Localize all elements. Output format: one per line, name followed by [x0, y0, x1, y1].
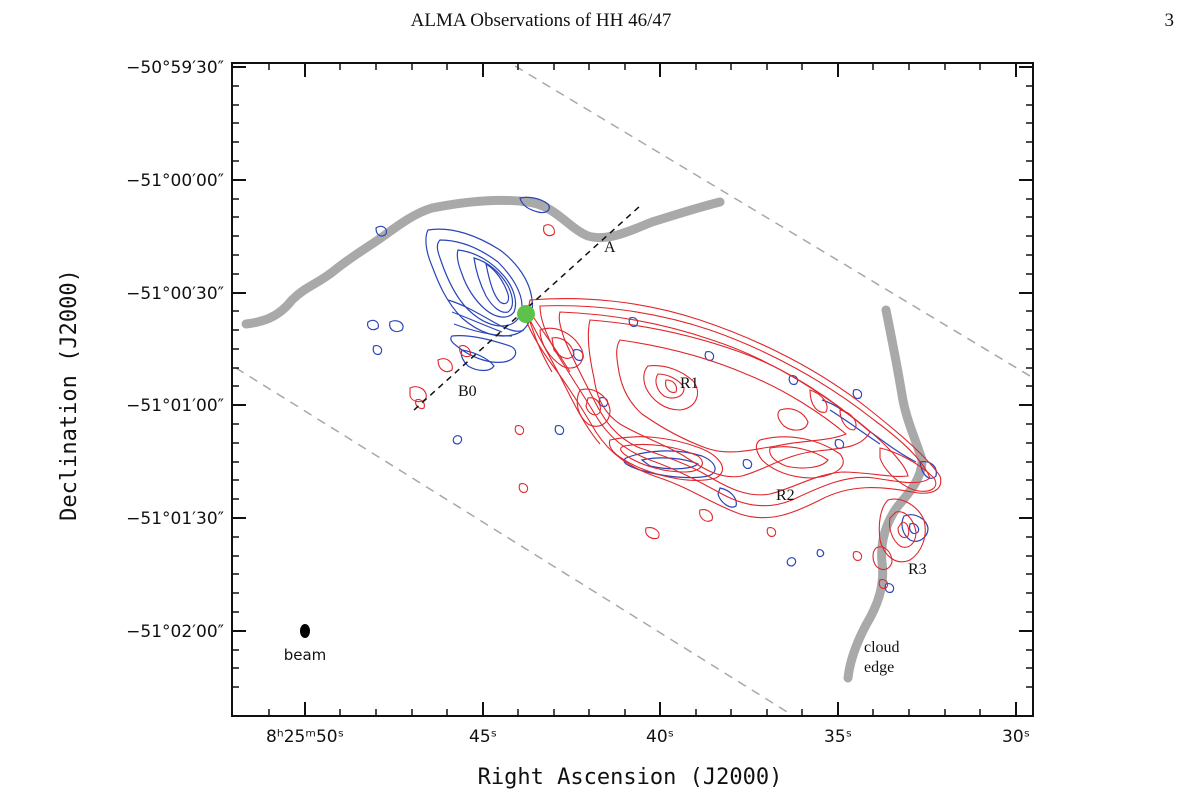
red-contour [655, 373, 685, 399]
cloud-edge-lines [241, 195, 927, 683]
blue-contour [450, 335, 517, 363]
jet-axis-line [413, 205, 641, 411]
page-header: ALMA Observations of HH 46/47 3 [0, 10, 1200, 36]
red-contour [539, 305, 931, 507]
red-contour [409, 386, 427, 410]
red-contour [809, 389, 857, 431]
blue-contour [425, 228, 533, 337]
red-contour [576, 388, 611, 427]
x-tick-label: 30ˢ [1002, 727, 1030, 747]
plot-frame [231, 62, 1034, 717]
blue-contour [372, 345, 383, 355]
label-R1: R1 [680, 375, 699, 392]
blue-contour [456, 249, 517, 318]
red-contour [665, 379, 678, 393]
label-beam: beam [284, 646, 327, 664]
blue-contour [447, 299, 525, 337]
page-number: 3 [1164, 10, 1175, 31]
red-contour [645, 527, 777, 540]
y-axis-title: Declination (J2000) [57, 269, 82, 521]
y-tick-label: −51°01′30″ [126, 509, 224, 529]
red-contour [525, 298, 942, 519]
red-contour [437, 345, 471, 373]
red-contour [514, 425, 529, 493]
dashed-boundary-lines [235, 65, 1031, 716]
blue-contour [519, 196, 550, 214]
red-contour [852, 551, 863, 561]
red-contour [558, 311, 909, 496]
y-tick-label: −51°00′30″ [126, 284, 224, 304]
label-A: A [604, 239, 616, 256]
blue-contour [834, 389, 863, 449]
blue-contour [901, 514, 929, 542]
blueshifted-contours [367, 196, 937, 593]
red-contour [616, 339, 848, 453]
beam-ellipse [300, 624, 310, 638]
axis-minor-ticks [232, 63, 1033, 716]
x-tick-labels: 8ʰ25ᵐ50ˢ 45ˢ 40ˢ 35ˢ 30ˢ [266, 727, 1030, 747]
x-tick-label: 8ʰ25ᵐ50ˢ [266, 727, 344, 747]
cloud-edge-upper [241, 195, 725, 329]
dashed-line-upper [514, 65, 1031, 377]
axis-ticks [232, 63, 1033, 716]
x-tick-label: 45ˢ [469, 727, 497, 747]
y-tick-label: −51°01′00″ [126, 396, 224, 416]
red-contour [872, 546, 893, 571]
red-contour [643, 365, 698, 411]
x-tick-label: 40ˢ [646, 727, 674, 747]
red-contour [769, 446, 829, 469]
red-contour [878, 498, 926, 563]
blue-contour [628, 317, 799, 385]
red-contour [699, 509, 889, 589]
red-contour [777, 408, 809, 431]
red-contour [620, 443, 703, 473]
red-contour [888, 511, 917, 548]
source-marker [517, 305, 535, 323]
running-title: ALMA Observations of HH 46/47 [410, 10, 672, 31]
label-R2: R2 [776, 487, 795, 504]
dashed-line-lower [235, 367, 793, 716]
red-contour [587, 319, 871, 478]
y-tick-label: −50°59′30″ [126, 58, 224, 78]
blue-contour [460, 349, 495, 372]
blue-contour [452, 435, 463, 445]
red-contour [608, 436, 723, 481]
red-contour [543, 224, 555, 237]
y-tick-label: −51°02′00″ [126, 622, 224, 642]
y-tick-labels: −50°59′30″ −51°00′00″ −51°00′30″ −51°01′… [126, 58, 224, 642]
blue-contour [485, 262, 510, 305]
red-contour [879, 447, 937, 492]
redshifted-contours [409, 224, 942, 589]
x-axis-title: Right Ascension (J2000) [478, 765, 783, 790]
red-contour [755, 436, 844, 479]
label-R3: R3 [908, 561, 927, 578]
label-B0: B0 [458, 383, 477, 400]
cloud-edge-right [843, 305, 927, 683]
label-cloud: cloud [864, 639, 900, 656]
blue-contour [375, 225, 387, 237]
blue-contour [717, 459, 753, 508]
label-edge: edge [864, 659, 894, 676]
blue-contour [367, 319, 404, 333]
x-tick-label: 35ˢ [824, 727, 852, 747]
blue-contour [473, 257, 514, 313]
blue-contour [640, 457, 700, 470]
y-tick-label: −51°00′00″ [126, 171, 224, 191]
blue-contour [919, 461, 937, 479]
